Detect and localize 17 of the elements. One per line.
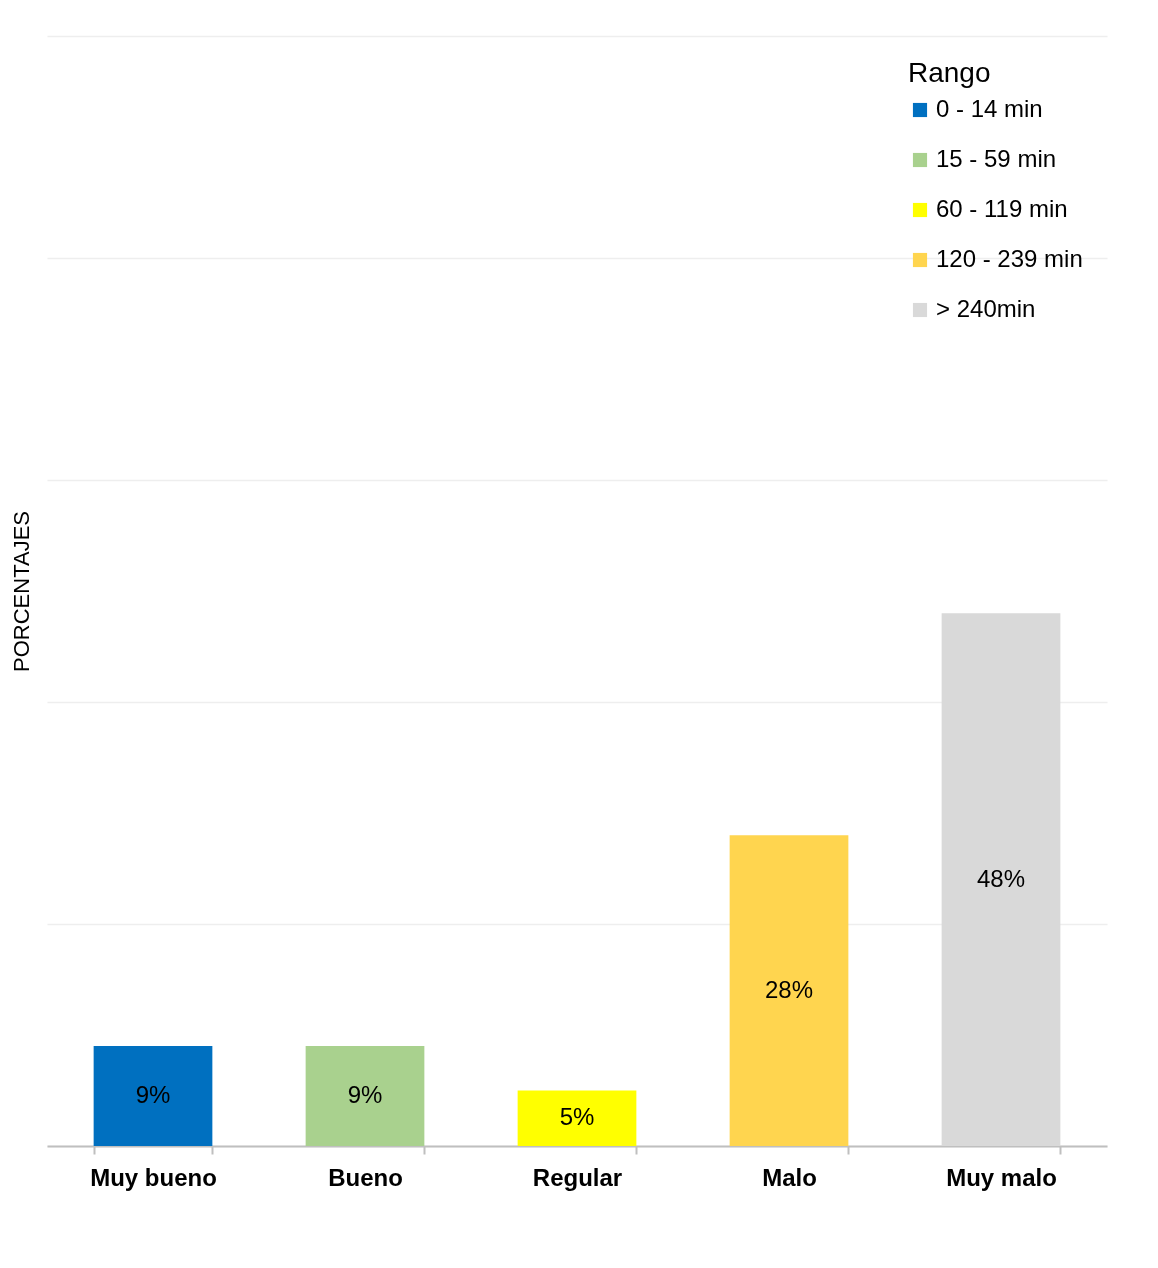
data-label: 48% — [976, 864, 1026, 892]
legend-title: Rango — [908, 57, 991, 88]
x-tick-label: Muy malo — [946, 1163, 1057, 1191]
x-tick-label: Muy bueno — [90, 1163, 217, 1191]
x-tick-label: Malo — [762, 1163, 817, 1191]
data-label: 9% — [347, 1081, 383, 1109]
y-axis-title: PORCENTAJES — [8, 511, 34, 672]
legend-label: 15 - 59 min — [936, 145, 1057, 172]
data-label: 28% — [764, 975, 814, 1003]
x-tick-label: Bueno — [328, 1163, 403, 1191]
x-tick-label: Regular — [532, 1163, 623, 1191]
legend-label: > 240min — [936, 295, 1036, 322]
data-label: 5% — [559, 1103, 595, 1131]
legend-label: 60 - 119 min — [936, 195, 1068, 222]
data-label: 9% — [135, 1081, 171, 1109]
legend-label: 0 - 14 min — [936, 95, 1043, 122]
legend-label: 120 - 239 min — [936, 245, 1083, 272]
